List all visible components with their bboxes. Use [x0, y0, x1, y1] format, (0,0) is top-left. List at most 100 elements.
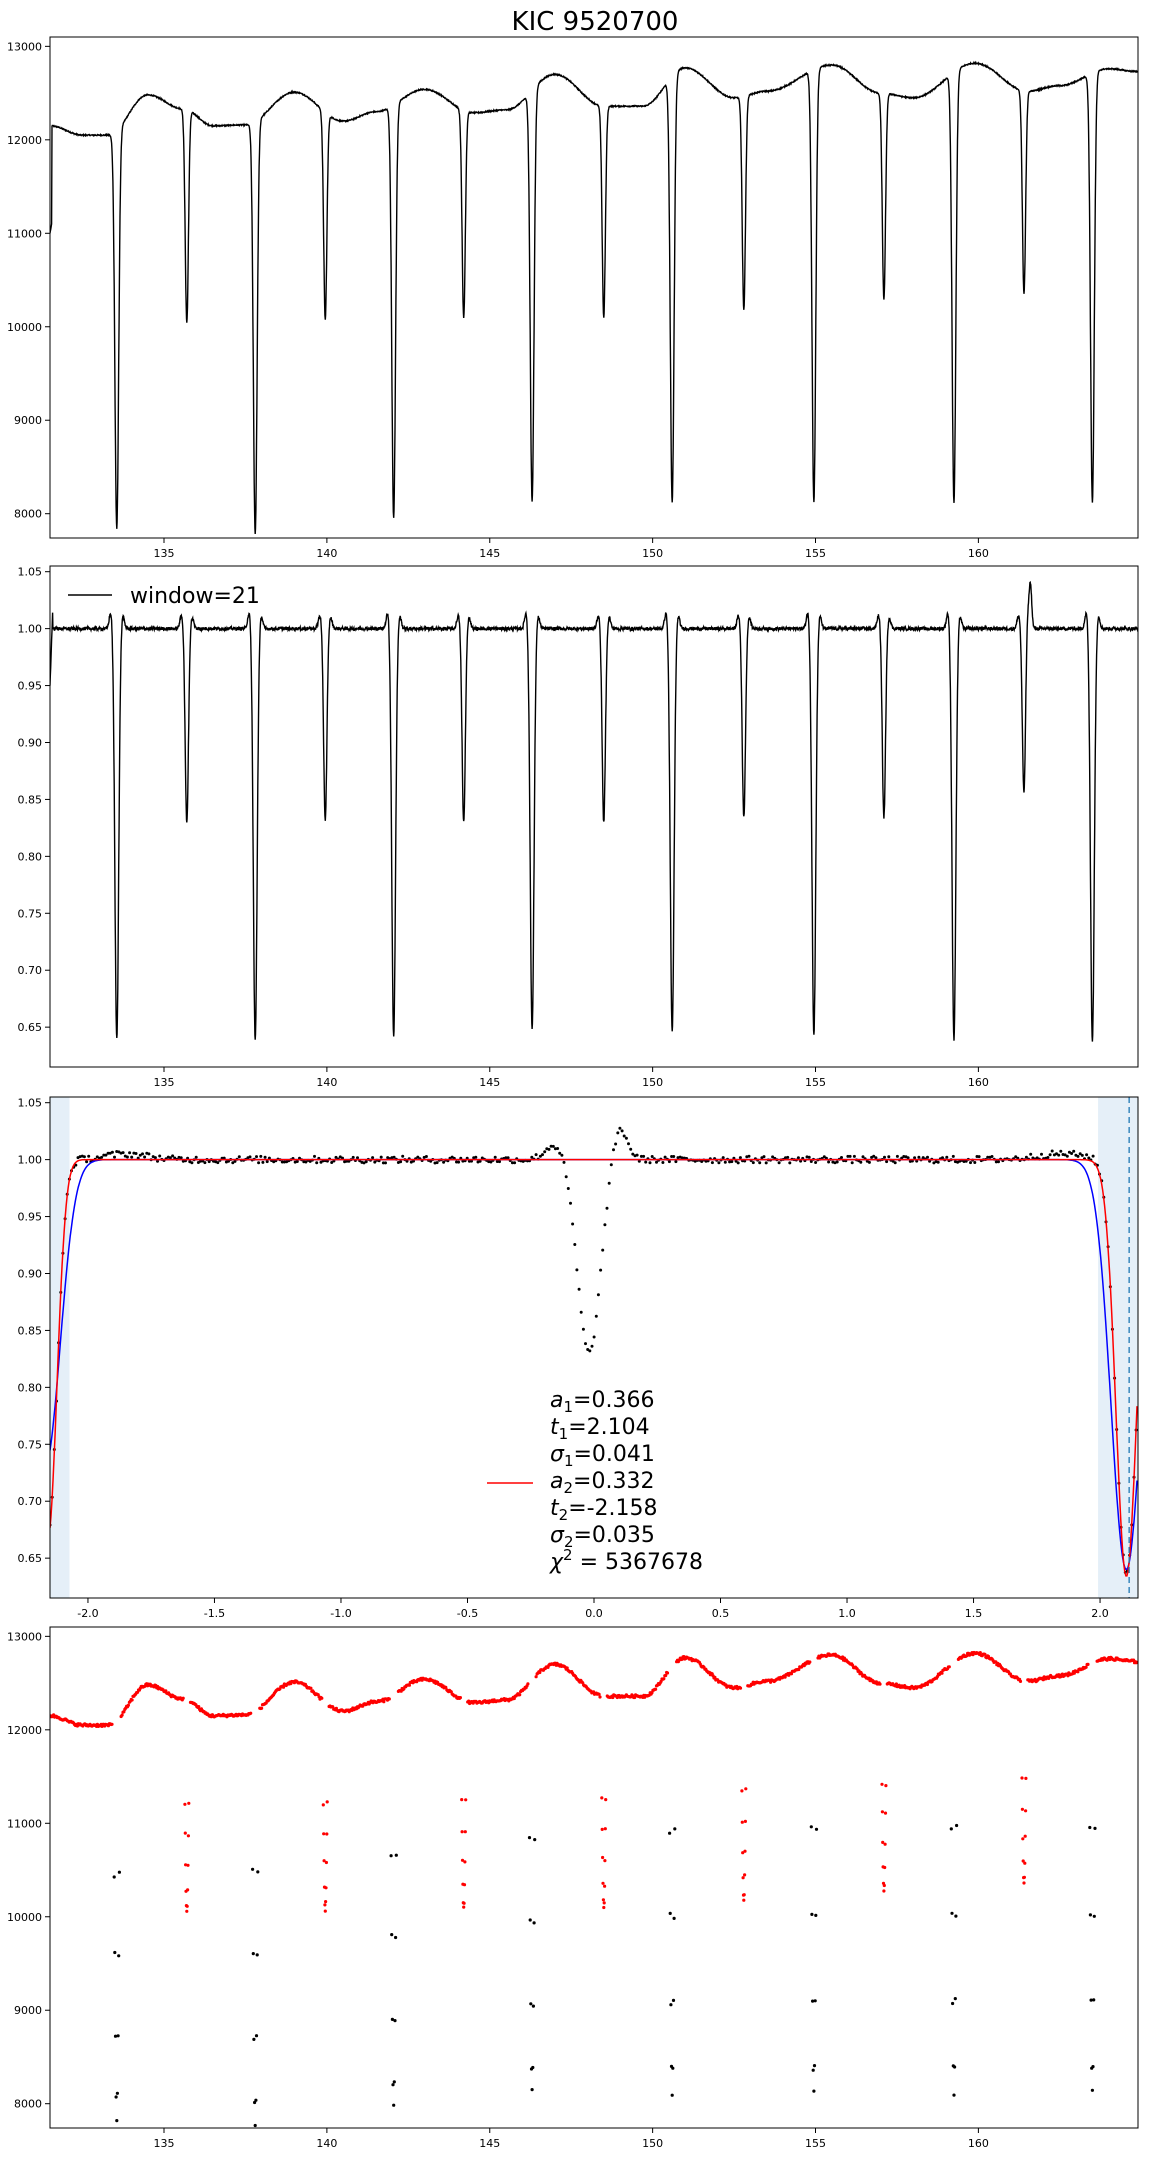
data-point	[504, 1156, 508, 1160]
kept-point	[464, 1798, 468, 1802]
data-point	[121, 1151, 125, 1155]
y-tick-label: 12000	[7, 134, 42, 147]
data-point	[478, 1159, 482, 1163]
kept-point	[321, 1803, 325, 1807]
data-point	[1072, 1149, 1076, 1153]
rejected-point	[391, 2083, 395, 2087]
data-point	[138, 1153, 142, 1157]
data-point	[588, 1349, 592, 1353]
rejected-point	[950, 1911, 954, 1915]
data-point	[538, 1154, 542, 1158]
data-point	[534, 1153, 538, 1157]
kept-point	[110, 1722, 114, 1726]
param-subscript: 1	[563, 1398, 573, 1416]
kept-point	[260, 1706, 264, 1710]
kept-point	[186, 1863, 190, 1867]
y-tick-label: 0.90	[18, 736, 43, 749]
data-point	[373, 1160, 377, 1164]
x-tick-label: -2.0	[77, 1607, 98, 1620]
y-tick-label: 10000	[7, 1911, 42, 1924]
data-point	[736, 1161, 740, 1165]
rejected-point	[812, 2064, 817, 2068]
data-point	[347, 1159, 351, 1163]
fit-parameter: σ1=0.041	[550, 1442, 655, 1470]
rejected-point	[953, 1997, 957, 2001]
y-tick-label: 11000	[7, 1817, 42, 1830]
data-point	[1065, 1154, 1069, 1158]
rejected-point	[251, 1867, 255, 1871]
kept-point	[181, 1696, 185, 1700]
data-point	[887, 1155, 891, 1159]
kept-point	[1024, 1809, 1028, 1813]
data-point	[631, 1152, 635, 1156]
kept-point	[882, 1883, 886, 1888]
fit-parameter: σ2=0.035	[550, 1523, 655, 1551]
x-tick-label: 160	[968, 1076, 989, 1089]
data-point	[661, 1161, 665, 1164]
data-point	[650, 1155, 654, 1158]
data-point	[530, 1155, 534, 1159]
y-tick-label: 0.85	[18, 1324, 43, 1337]
kept-point	[742, 1898, 746, 1902]
kept-point	[126, 1703, 130, 1707]
data-point	[584, 1342, 587, 1346]
kept-point	[808, 1660, 812, 1664]
kept-point	[743, 1849, 747, 1853]
rejected-point	[955, 1823, 959, 1828]
data-point	[106, 1151, 110, 1155]
data-point	[655, 1160, 658, 1164]
kept-point	[1018, 1679, 1023, 1683]
rejected-point	[529, 2002, 533, 2006]
data-point	[85, 1160, 89, 1164]
data-point	[637, 1159, 641, 1163]
rejected-point	[671, 2066, 675, 2070]
data-point	[130, 1155, 134, 1159]
fit-parameter: a2=0.332	[550, 1469, 654, 1497]
y-tick-label: 1.05	[18, 566, 43, 579]
data-point	[973, 1161, 977, 1164]
kept-point	[324, 1900, 328, 1904]
x-tick-label: 150	[642, 2137, 663, 2150]
data-point	[141, 1152, 144, 1156]
param-subscript: 1	[564, 1452, 574, 1470]
data-point	[861, 1155, 865, 1159]
kept-point	[323, 1909, 327, 1913]
data-point	[581, 1327, 585, 1331]
data-point	[560, 1153, 564, 1157]
y-tick-label: 1.05	[18, 1097, 43, 1110]
data-point	[592, 1335, 596, 1339]
kept-point	[740, 1820, 744, 1824]
x-tick-label: 150	[642, 1076, 663, 1089]
param-symbol: σ	[550, 1523, 565, 1548]
data-point	[906, 1156, 910, 1160]
data-point	[153, 1156, 157, 1160]
legend: window=21	[68, 584, 260, 609]
data-point	[762, 1155, 766, 1159]
param-value: = 5367678	[573, 1550, 703, 1575]
kept-point	[458, 1696, 462, 1700]
x-tick-label: 155	[805, 547, 826, 560]
rejected-point	[1092, 1914, 1096, 1918]
data-point	[158, 1154, 162, 1158]
rejected-point	[1088, 1913, 1092, 1917]
x-tick-label: 1.0	[838, 1607, 856, 1620]
data-point	[562, 1160, 566, 1164]
kept-point	[1022, 1875, 1026, 1879]
data-point	[764, 1161, 768, 1165]
rejected-point	[113, 1950, 117, 1955]
data-point	[994, 1160, 998, 1164]
param-subscript: 1	[559, 1425, 569, 1443]
data-point	[379, 1155, 383, 1159]
data-point	[809, 1160, 813, 1163]
data-point	[902, 1155, 906, 1158]
rejected-point	[252, 2037, 256, 2041]
y-tick-label: 0.70	[18, 964, 43, 977]
data-point	[893, 1161, 897, 1165]
kept-point	[662, 1677, 666, 1681]
param-symbol: a	[550, 1388, 563, 1413]
kept-point	[742, 1893, 746, 1897]
y-tick-label: 1.00	[18, 1154, 43, 1167]
detrended-flux-line	[50, 580, 1138, 1042]
rejected-point	[811, 2068, 815, 2072]
